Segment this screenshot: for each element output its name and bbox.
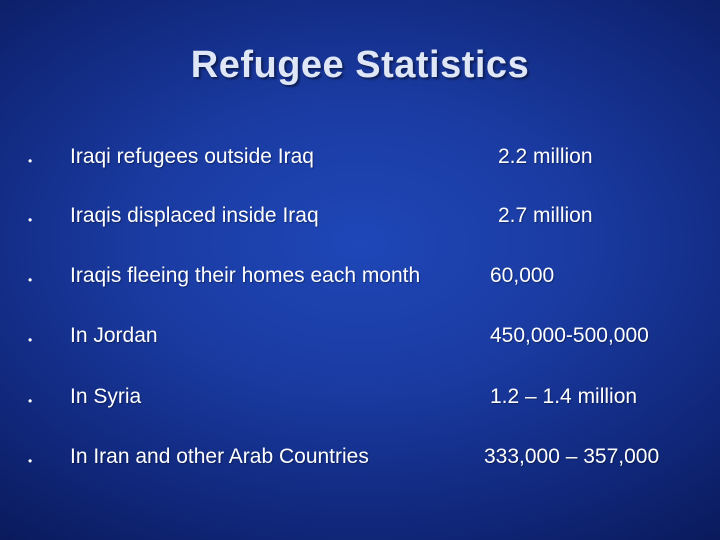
list-item: • Iraqi refugees outside Iraq 2.2 millio… <box>0 145 720 185</box>
bullet-icon: • <box>28 333 33 347</box>
list-item: • Iraqis fleeing their homes each month … <box>0 264 720 304</box>
stat-label: Iraqi refugees outside Iraq <box>70 145 314 168</box>
bullet-icon: • <box>28 154 33 168</box>
stat-value: 333,000 – 357,000 <box>484 445 660 468</box>
list-item: • In Syria 1.2 – 1.4 million <box>0 385 720 425</box>
list-item: • In Iran and other Arab Countries 333,0… <box>0 445 720 485</box>
stat-value: 2.7 million <box>498 204 593 227</box>
stat-value: 1.2 – 1.4 million <box>490 385 638 408</box>
slide-title: Refugee Statistics <box>190 44 530 86</box>
stat-label: In Jordan <box>70 324 158 347</box>
stat-label: Iraqis displaced inside Iraq <box>70 204 319 227</box>
stat-value: 450,000-500,000 <box>490 324 649 347</box>
stat-value: 60,000 <box>490 264 555 287</box>
bullet-icon: • <box>28 213 33 227</box>
stat-label: In Syria <box>70 385 142 408</box>
bullet-icon: • <box>28 454 33 468</box>
stat-label: Iraqis fleeing their homes each month <box>70 264 421 287</box>
list-item: • In Jordan 450,000-500,000 <box>0 324 720 364</box>
list-item: • Iraqis displaced inside Iraq 2.7 milli… <box>0 204 720 244</box>
bullet-icon: • <box>28 394 33 408</box>
stat-value: 2.2 million <box>498 145 593 168</box>
stat-label: In Iran and other Arab Countries <box>70 445 369 468</box>
bullet-icon: • <box>28 273 33 287</box>
